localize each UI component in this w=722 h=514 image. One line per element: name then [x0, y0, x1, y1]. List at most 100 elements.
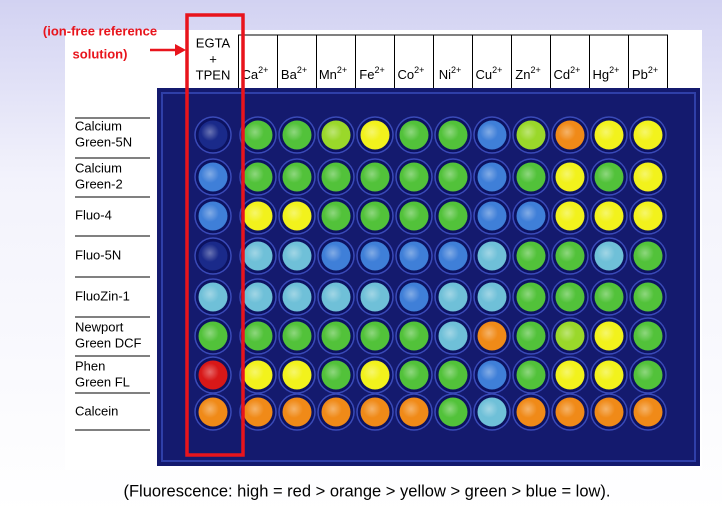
well-glow [324, 204, 342, 222]
row-labels: CalciumGreen-5NCalciumGreen-2Fluo-4Fluo-… [75, 117, 150, 431]
well-glow [558, 285, 576, 303]
well-glow [402, 165, 420, 183]
ion-symbol: Mn [319, 67, 337, 82]
well-glow [246, 123, 264, 141]
well-glow [441, 123, 459, 141]
well-glow [597, 324, 615, 342]
well-glow [201, 123, 219, 141]
annotation-line: (ion-free reference [43, 23, 157, 38]
well-glow [363, 400, 381, 418]
well-glow [324, 244, 342, 262]
ion-charge: 2+ [451, 65, 461, 75]
ion-charge: 2+ [374, 65, 384, 75]
well-glow [324, 400, 342, 418]
well-glow [201, 165, 219, 183]
ion-header: Cd2+ [554, 65, 581, 82]
ion-symbol: Hg [593, 67, 610, 82]
column-headers: EGTA+TPEN Ca2+ Ba2+ Mn2+ Fe2+ Co2+ Ni2+ Cu2+ Zn2… [196, 34, 668, 88]
ion-charge: 2+ [297, 65, 307, 75]
well-glow [480, 324, 498, 342]
ion-header: Ca2+ [242, 65, 269, 82]
well-glow [597, 363, 615, 381]
well-glow [324, 324, 342, 342]
ion-symbol: Cd [554, 67, 571, 82]
well-glow [201, 400, 219, 418]
well-glow [402, 244, 420, 262]
indicator-label: Green-2 [75, 176, 123, 191]
well-glow [441, 400, 459, 418]
well-glow [480, 165, 498, 183]
well-glow [363, 165, 381, 183]
ion-charge: 2+ [609, 65, 619, 75]
well-glow [441, 285, 459, 303]
ion-header: Zn2+ [515, 65, 540, 82]
ion-symbol: Ca [242, 67, 259, 82]
ion-symbol: Ni [439, 67, 451, 82]
well-glow [441, 204, 459, 222]
well-glow [558, 400, 576, 418]
well-glow [246, 285, 264, 303]
well-glow [324, 123, 342, 141]
well-glow [597, 165, 615, 183]
indicator-label: Green-5N [75, 134, 132, 149]
well-glow [201, 204, 219, 222]
well-glow [324, 165, 342, 183]
well-glow [285, 324, 303, 342]
well-glow [201, 363, 219, 381]
ion-symbol: Pb [632, 67, 648, 82]
annotation: (ion-free reference solution) [43, 23, 157, 61]
well-glow [636, 123, 654, 141]
ion-header: Pb2+ [632, 65, 658, 82]
well-glow [246, 204, 264, 222]
ion-symbol: Co [398, 67, 415, 82]
well-glow [558, 123, 576, 141]
ion-header: Ba2+ [281, 65, 307, 82]
well-glow [519, 324, 537, 342]
well-glow [480, 204, 498, 222]
ion-header: Co2+ [398, 65, 425, 82]
well-glow [402, 204, 420, 222]
well-glow [246, 363, 264, 381]
ion-header: Ni2+ [439, 65, 462, 82]
well-glow [597, 400, 615, 418]
ion-charge: 2+ [258, 65, 268, 75]
well-glow [519, 244, 537, 262]
well-glow [246, 165, 264, 183]
well-glow [519, 285, 537, 303]
indicator-label: Green FL [75, 374, 130, 389]
ion-header: Fe2+ [359, 65, 384, 82]
well-glow [363, 363, 381, 381]
well-glow [441, 324, 459, 342]
well-glow [201, 244, 219, 262]
well-glow [285, 123, 303, 141]
well-glow [480, 363, 498, 381]
highlight-box [185, 13, 245, 457]
indicator-label: FluoZin-1 [75, 288, 130, 303]
well-glow [285, 400, 303, 418]
well-glow [597, 285, 615, 303]
well-glow [636, 400, 654, 418]
indicator-label: Phen [75, 358, 105, 373]
well-glow [480, 123, 498, 141]
well-glow [636, 165, 654, 183]
caption: (Fluorescence: high = red > orange > yel… [123, 482, 610, 500]
ion-header: Mn2+ [319, 65, 347, 82]
well-glow [519, 400, 537, 418]
well-glow [636, 244, 654, 262]
well-glow [441, 165, 459, 183]
well-glow [636, 204, 654, 222]
ion-charge: 2+ [492, 65, 502, 75]
well-glow [324, 363, 342, 381]
control-header: EGTA [196, 35, 231, 50]
indicator-label: Fluo-4 [75, 207, 112, 222]
well-glow [324, 285, 342, 303]
ion-charge: 2+ [648, 65, 658, 75]
well-glow [285, 165, 303, 183]
indicator-label: Calcein [75, 403, 118, 418]
well-glow [363, 244, 381, 262]
well-glow [363, 123, 381, 141]
well-glow [480, 285, 498, 303]
well-glow [480, 244, 498, 262]
indicator-label: Calcium [75, 118, 122, 133]
well-glow [285, 285, 303, 303]
